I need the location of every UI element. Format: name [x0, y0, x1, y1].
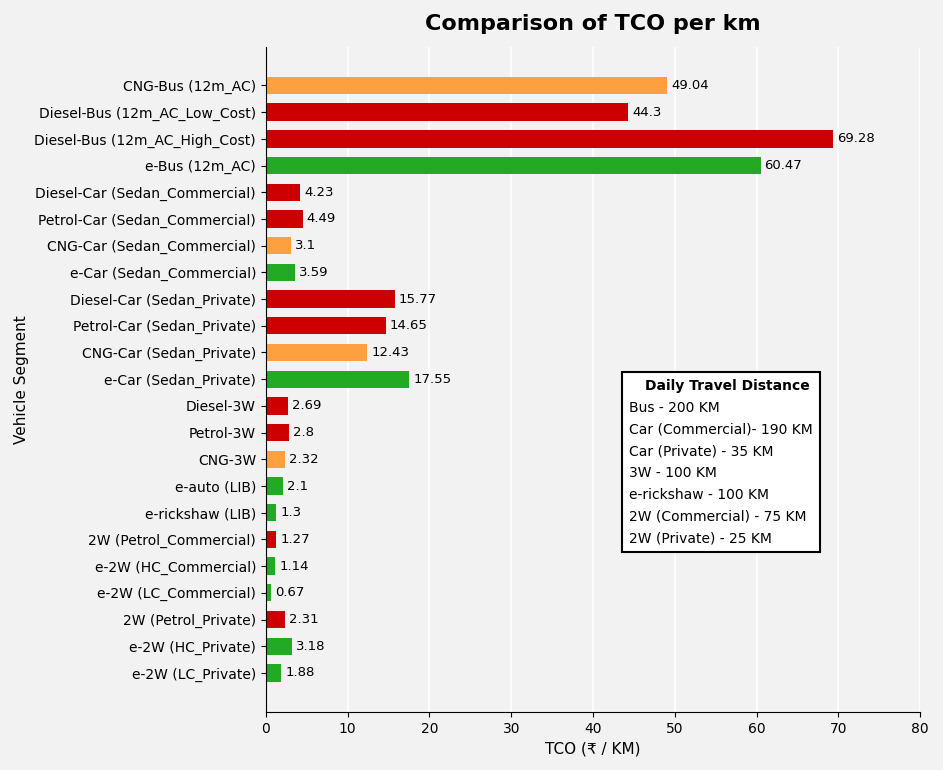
- Bar: [266, 611, 285, 628]
- Title: Comparison of TCO per km: Comparison of TCO per km: [425, 14, 761, 34]
- Text: Bus - 200 KM
Car (Commercial)- 190 KM
Car (Private) - 35 KM
3W - 100 KM
e-ricksh: Bus - 200 KM Car (Commercial)- 190 KM Ca…: [629, 379, 813, 545]
- Text: 2.69: 2.69: [292, 400, 322, 413]
- Bar: [266, 130, 833, 148]
- Text: 2.31: 2.31: [289, 613, 319, 626]
- Bar: [266, 344, 368, 361]
- Text: 2.8: 2.8: [292, 426, 314, 439]
- Bar: [266, 183, 301, 201]
- Text: Daily Travel Distance: Daily Travel Distance: [645, 379, 810, 393]
- Text: 4.49: 4.49: [306, 213, 336, 226]
- Bar: [266, 397, 288, 414]
- Text: 1.14: 1.14: [279, 560, 308, 573]
- Y-axis label: Vehicle Segment: Vehicle Segment: [14, 315, 29, 444]
- Text: 15.77: 15.77: [399, 293, 437, 306]
- Text: 60.47: 60.47: [765, 159, 802, 172]
- Text: 2.32: 2.32: [289, 453, 319, 466]
- Bar: [266, 317, 386, 334]
- Bar: [266, 450, 285, 468]
- Text: 2.1: 2.1: [287, 480, 308, 493]
- Bar: [266, 290, 395, 308]
- Bar: [266, 263, 295, 281]
- Text: 17.55: 17.55: [413, 373, 452, 386]
- Bar: [266, 504, 276, 521]
- Text: 1.3: 1.3: [280, 506, 302, 519]
- Bar: [266, 77, 667, 94]
- Text: 0.67: 0.67: [275, 586, 305, 599]
- Bar: [266, 210, 303, 228]
- Text: 4.23: 4.23: [305, 186, 334, 199]
- Text: 14.65: 14.65: [389, 320, 427, 333]
- Text: 3.18: 3.18: [296, 640, 325, 653]
- X-axis label: TCO (₹ / KM): TCO (₹ / KM): [545, 741, 641, 756]
- Text: 1.27: 1.27: [280, 533, 310, 546]
- Text: 3.1: 3.1: [295, 239, 316, 253]
- Bar: [266, 370, 409, 388]
- Text: 69.28: 69.28: [836, 132, 874, 146]
- Text: 44.3: 44.3: [633, 105, 662, 119]
- Text: 12.43: 12.43: [372, 346, 409, 359]
- Bar: [266, 584, 272, 601]
- Bar: [266, 557, 275, 574]
- Bar: [266, 477, 283, 494]
- Bar: [266, 157, 760, 174]
- Bar: [266, 103, 628, 121]
- Text: 3.59: 3.59: [299, 266, 329, 279]
- Bar: [266, 638, 291, 655]
- Text: 1.88: 1.88: [286, 666, 315, 679]
- Bar: [266, 237, 291, 254]
- Text: 49.04: 49.04: [671, 79, 709, 92]
- Bar: [266, 665, 281, 681]
- Bar: [266, 531, 276, 548]
- Bar: [266, 424, 289, 441]
